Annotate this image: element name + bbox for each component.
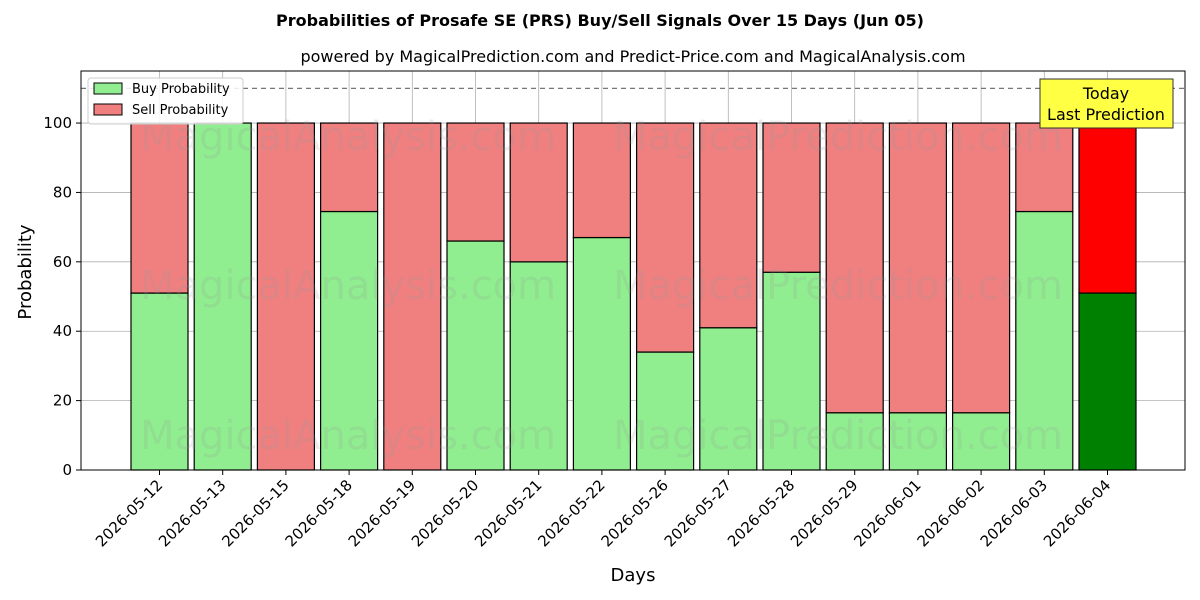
x-tick-label-11: 2026-05-29 [787, 476, 861, 550]
watermark-right-1: MagicalPrediction.com [613, 263, 1063, 309]
y-tick-label-0: 0 [62, 461, 72, 479]
buy-bar-13 [951, 412, 1011, 471]
buy-bar-10 [762, 271, 821, 471]
legend-swatch-sell [93, 103, 123, 116]
legend-swatch-buy [93, 82, 123, 95]
watermark-right-2: MagicalPrediction.com [613, 413, 1063, 459]
sell-bar-6 [509, 122, 568, 263]
x-tick-label-12: 2026-06-01 [850, 476, 924, 550]
legend-label-buy: Buy Probability [132, 82, 230, 97]
sell-bar-5 [446, 122, 505, 242]
legend-label-sell: Sell Probability [132, 103, 229, 118]
y-tick-label-2: 40 [53, 322, 72, 340]
y-tick-label-3: 60 [53, 253, 72, 271]
x-tick-label-3: 2026-05-18 [282, 476, 356, 550]
buy-bar-3 [320, 210, 379, 471]
x-tick-label-7: 2026-05-22 [534, 476, 608, 550]
watermarks: MagicalAnalysis.com MagicalPrediction.com… [140, 114, 1063, 459]
x-tick-label-13: 2026-06-02 [914, 476, 988, 550]
y-tick-label-1: 20 [53, 392, 72, 410]
bars [130, 122, 1137, 471]
today-annotation-line-2: Last Prediction [1047, 105, 1165, 124]
x-tick-label-0: 2026-05-12 [92, 476, 166, 550]
today-annotation-box [1039, 78, 1174, 129]
x-tick-label-1: 2026-05-13 [155, 476, 229, 550]
x-tick-label-8: 2026-05-26 [598, 476, 672, 550]
sell-bar-8 [635, 122, 695, 353]
buy-bar-1 [193, 122, 252, 471]
watermark-right-0: MagicalPrediction.com [613, 114, 1063, 160]
sell-bar-2 [256, 122, 315, 471]
sell-bar-7 [572, 122, 632, 239]
watermark-left-1: MagicalAnalysis.com [140, 263, 556, 309]
x-tick-label-10: 2026-05-28 [724, 476, 798, 550]
chart-subtitle: powered by MagicalPrediction.com and Pre… [300, 47, 965, 66]
sell-bar-3 [320, 122, 379, 213]
legend: Buy Probability Sell Probability [87, 77, 244, 125]
today-annotation: Today Last Prediction [1039, 78, 1174, 129]
x-tick-label-2: 2026-05-15 [218, 476, 292, 550]
sell-bar-11 [825, 122, 884, 414]
chart-title: Probabilities of Prosafe SE (PRS) Buy/Se… [276, 11, 924, 30]
x-tick-label-9: 2026-05-27 [661, 476, 735, 550]
sell-bar-4 [383, 122, 442, 471]
sell-bar-9 [699, 122, 758, 329]
watermark-left-2: MagicalAnalysis.com [140, 413, 556, 459]
buy-bar-14 [1015, 210, 1074, 471]
buy-bar-12 [888, 412, 948, 471]
y-axis-label: Probability [15, 224, 36, 319]
legend-box [87, 77, 244, 125]
x-tick-label-15: 2026-06-04 [1040, 476, 1114, 550]
sell-bar-13 [951, 122, 1011, 414]
buy-bar-6 [509, 261, 568, 471]
plot-frame [80, 70, 1186, 471]
sell-bar-14 [1015, 122, 1074, 213]
y-tick-label-4: 80 [53, 183, 72, 201]
x-axis-label: Days [611, 565, 656, 586]
buy-bar-0 [130, 292, 189, 471]
x-tick-label-5: 2026-05-20 [408, 476, 482, 550]
x-tick-label-4: 2026-05-19 [345, 476, 419, 550]
x-tick-label-6: 2026-05-21 [471, 476, 545, 550]
y-tick-label-5: 100 [43, 114, 72, 132]
buy-bar-15 [1078, 292, 1137, 471]
sell-bar-15 [1078, 122, 1137, 294]
today-annotation-line-1: Today [1082, 84, 1129, 103]
x-tick-label-14: 2026-06-03 [977, 476, 1051, 550]
sell-bar-0 [130, 122, 189, 294]
sell-bar-10 [762, 122, 821, 273]
sell-bar-12 [888, 122, 948, 414]
buy-bar-5 [446, 240, 505, 471]
